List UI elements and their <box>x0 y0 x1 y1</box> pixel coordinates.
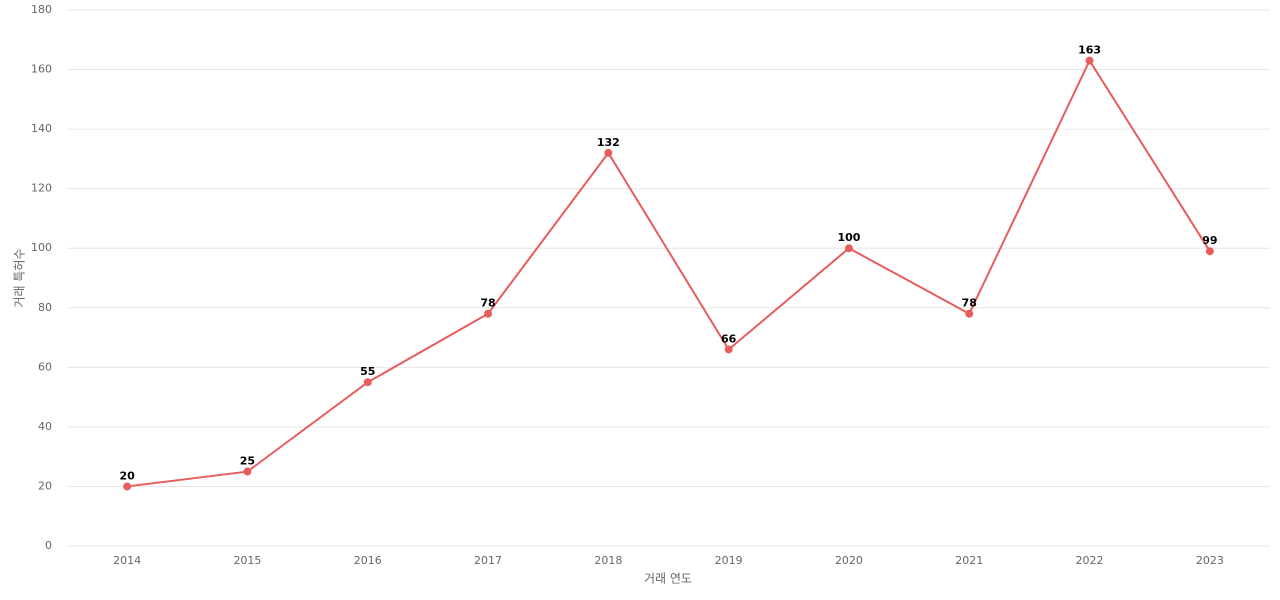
y-tick-label: 140 <box>31 122 52 135</box>
y-axis-label: 거래 특허수 <box>13 248 27 307</box>
x-tick-label: 2014 <box>113 554 141 567</box>
x-tick-label: 2019 <box>715 554 743 567</box>
x-tick-label: 2017 <box>474 554 502 567</box>
point <box>604 148 613 157</box>
point <box>363 378 372 387</box>
x-axis-label: 거래 연도 <box>644 572 692 586</box>
y-tick-label: 80 <box>38 301 52 314</box>
x-tick-label: 2021 <box>955 554 983 567</box>
y-tick-label: 120 <box>31 182 52 195</box>
point <box>844 244 853 253</box>
x-tick-label: 2018 <box>594 554 622 567</box>
data-label: 132 <box>597 136 620 149</box>
data-label: 66 <box>721 332 737 345</box>
data-label: 20 <box>119 469 135 482</box>
x-tick-label: 2022 <box>1076 554 1104 567</box>
y-tick-label: 60 <box>38 360 52 373</box>
data-label: 55 <box>360 365 375 378</box>
y-tick-label: 180 <box>31 3 52 16</box>
data-label: 78 <box>962 297 977 310</box>
point <box>484 309 493 318</box>
data-label: 100 <box>837 231 860 244</box>
point <box>1085 56 1094 65</box>
x-tick-label: 2023 <box>1196 554 1224 567</box>
point <box>724 345 733 354</box>
data-label: 78 <box>480 297 495 310</box>
y-tick-label: 100 <box>31 241 52 254</box>
x-tick-label: 2020 <box>835 554 863 567</box>
data-label: 99 <box>1202 234 1217 247</box>
point <box>1205 247 1214 256</box>
point <box>123 482 132 491</box>
x-tick-label: 2015 <box>233 554 261 567</box>
y-tick-label: 40 <box>38 420 52 433</box>
y-tick-label: 0 <box>45 539 52 552</box>
data-label: 163 <box>1078 44 1101 57</box>
line <box>127 58 1211 488</box>
x-tick-label: 2016 <box>354 554 382 567</box>
y-tick-label: 20 <box>38 479 52 492</box>
point <box>243 467 252 476</box>
y-tick-label: 160 <box>31 63 52 76</box>
point <box>965 309 974 318</box>
data-label: 25 <box>240 455 255 468</box>
